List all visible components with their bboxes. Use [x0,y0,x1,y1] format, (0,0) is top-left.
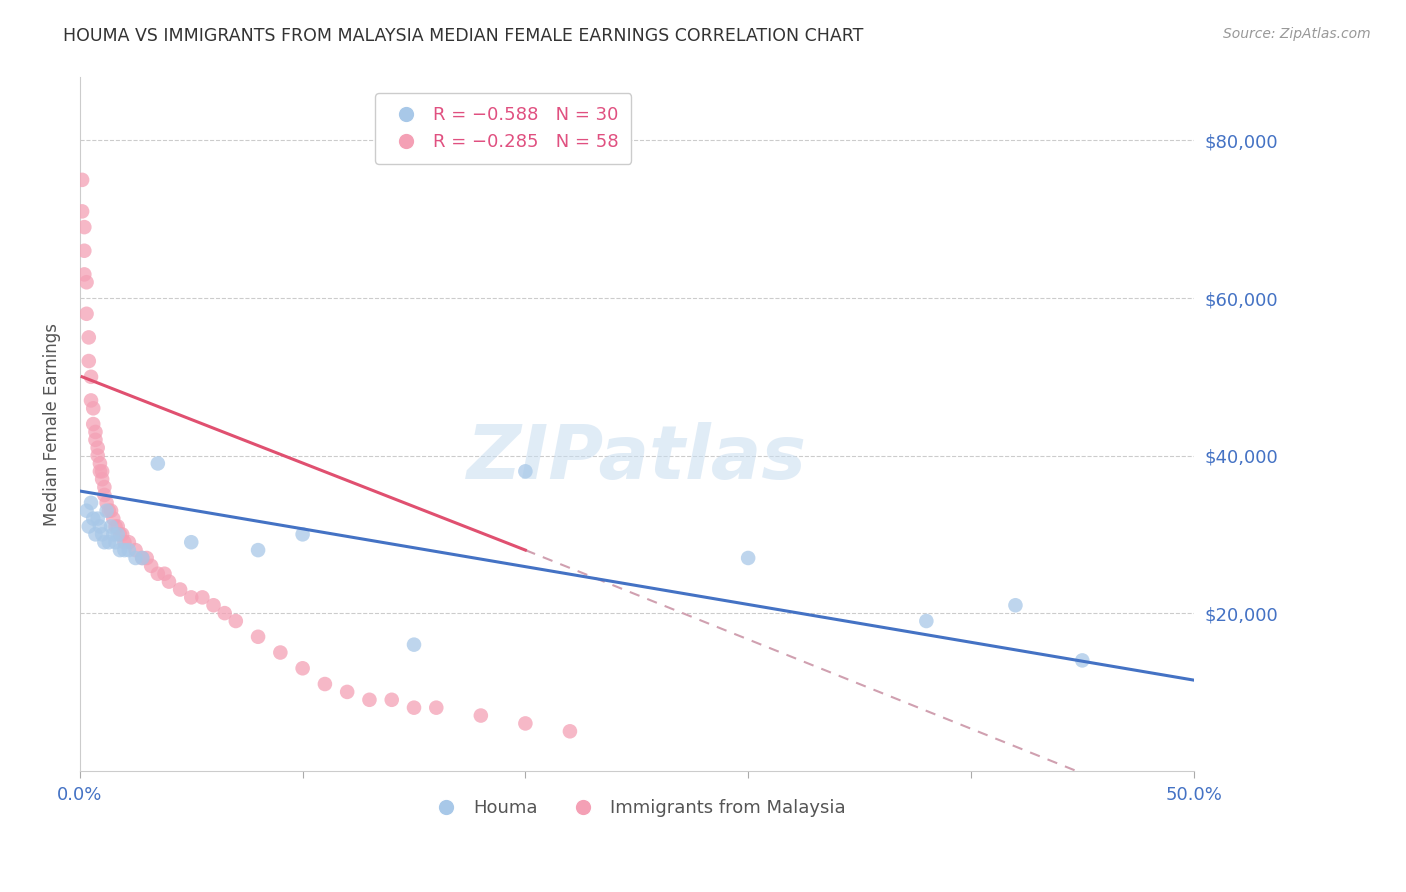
Point [77,519,100,533]
Point [76,275,98,289]
Point [425,700,447,714]
Point [97,535,120,549]
Point [1071,653,1094,667]
Point [108,543,131,558]
Point [225,614,247,628]
Point [737,551,759,566]
Text: HOUMA VS IMMIGRANTS FROM MALAYSIA MEDIAN FEMALE EARNINGS CORRELATION CHART: HOUMA VS IMMIGRANTS FROM MALAYSIA MEDIAN… [63,27,863,45]
Point [93,480,115,494]
Point [82,401,104,416]
Point [89,519,111,533]
Point [402,638,425,652]
Point [214,606,236,620]
Point [291,527,314,541]
Point [107,519,129,533]
Point [515,716,537,731]
Point [202,599,225,613]
Point [96,504,118,518]
Point [84,425,107,439]
Text: ZIPatlas: ZIPatlas [467,422,807,495]
Point [91,472,114,486]
Point [247,630,270,644]
Point [107,527,129,541]
Point [73,220,96,235]
Point [93,535,115,549]
Text: Source: ZipAtlas.com: Source: ZipAtlas.com [1223,27,1371,41]
Point [89,464,111,478]
Point [191,591,214,605]
Point [558,724,581,739]
Point [91,527,114,541]
Point [124,543,146,558]
Point [1004,599,1026,613]
Point [118,535,141,549]
Point [86,441,108,455]
Point [70,204,93,219]
Point [104,519,127,533]
Point [915,614,938,628]
Point [82,417,104,431]
Point [76,307,98,321]
Point [73,244,96,258]
Point [77,330,100,344]
Point [84,433,107,447]
Point [169,582,191,597]
Legend: Houma, Immigrants from Malaysia: Houma, Immigrants from Malaysia [420,791,852,824]
Point [402,700,425,714]
Point [153,566,176,581]
Point [515,464,537,478]
Point [93,488,115,502]
Point [135,551,157,566]
Point [359,693,381,707]
Point [100,504,122,518]
Point [103,511,125,525]
Point [91,464,114,478]
Point [146,457,169,471]
Point [157,574,180,589]
Point [97,504,120,518]
Point [291,661,314,675]
Point [100,519,122,533]
Point [108,527,131,541]
Point [314,677,336,691]
Point [70,173,93,187]
Point [73,268,96,282]
Y-axis label: Median Female Earnings: Median Female Earnings [44,323,60,525]
Point [80,496,103,510]
Point [247,543,270,558]
Point [118,543,141,558]
Point [80,369,103,384]
Point [76,504,98,518]
Point [269,646,291,660]
Point [80,393,103,408]
Point [112,535,135,549]
Point [77,354,100,368]
Point [89,457,111,471]
Point [470,708,492,723]
Point [180,591,202,605]
Point [124,551,146,566]
Point [131,551,153,566]
Point [381,693,404,707]
Point [104,535,127,549]
Point [111,527,134,541]
Point [103,527,125,541]
Point [112,543,135,558]
Point [131,551,153,566]
Point [86,511,108,525]
Point [86,449,108,463]
Point [82,511,104,525]
Point [180,535,202,549]
Point [96,496,118,510]
Point [141,558,163,573]
Point [84,527,107,541]
Point [146,566,169,581]
Point [336,685,359,699]
